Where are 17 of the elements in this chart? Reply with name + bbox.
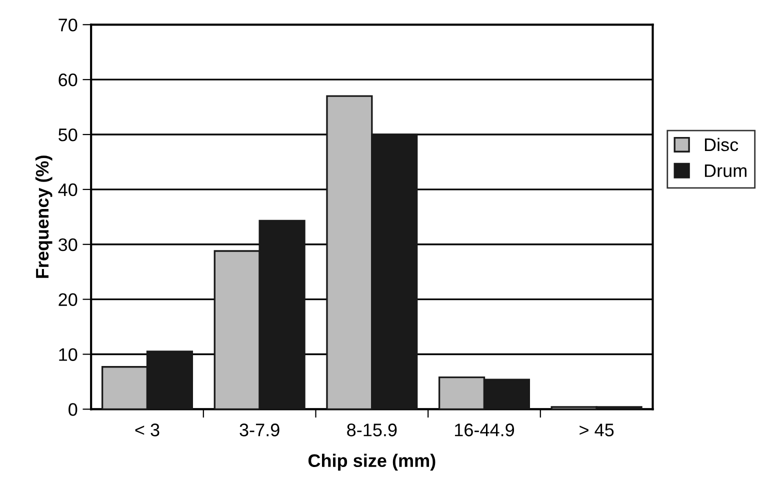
y-tick-label: 40 [58, 183, 78, 196]
legend-label: Drum [704, 164, 746, 178]
x-axis-title: Chip size (mm) [308, 454, 436, 471]
x-tick-label: 8-15.9 [347, 424, 397, 436]
y-tick-label: 20 [58, 293, 78, 306]
y-tick-label: 30 [58, 238, 78, 252]
y-tick-label: 50 [58, 128, 78, 142]
legend-label: Disc [704, 138, 738, 152]
x-tick-label: < 3 [135, 424, 160, 436]
y-axis-title: Frequency (%) [35, 156, 52, 278]
y-tick-label: 0 [68, 403, 78, 416]
x-tick-label: 3-7.9 [240, 424, 280, 436]
y-tick-label: 70 [58, 18, 78, 32]
y-tick-label: 60 [58, 74, 78, 86]
y-tick-label: 10 [59, 348, 78, 361]
x-tick-label: 16-44.9 [455, 424, 514, 436]
x-tick-label: > 45 [580, 424, 614, 436]
